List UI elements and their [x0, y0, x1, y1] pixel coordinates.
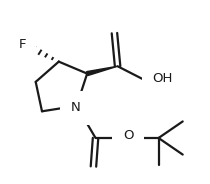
Polygon shape [87, 66, 118, 76]
Text: O: O [123, 129, 133, 142]
Text: F: F [18, 38, 26, 51]
Text: N: N [71, 101, 80, 114]
Text: OH: OH [152, 72, 173, 85]
